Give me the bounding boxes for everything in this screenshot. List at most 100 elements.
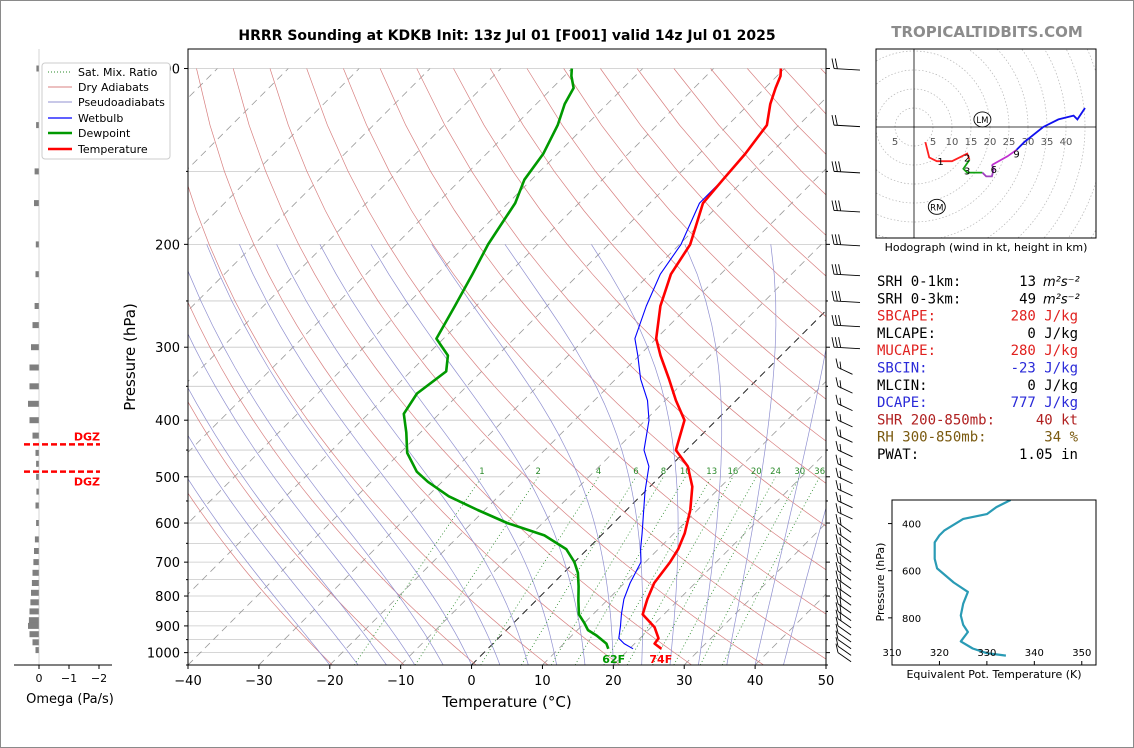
omega-bar [36, 122, 39, 129]
theta-e-x-tick-label: 350 [1072, 648, 1091, 659]
wind-barb-flag [838, 200, 842, 211]
wind-barb [835, 637, 852, 656]
storm-motion-marker [973, 111, 992, 128]
isotherm-line [471, 309, 826, 665]
wind-barb [835, 616, 852, 636]
wind-barb-staff [833, 300, 861, 303]
isotherm-line [188, 68, 573, 453]
site-watermark: TROPICALTIDBITS.COM [891, 23, 1083, 41]
dry-adiabat [232, 68, 692, 665]
wind-barb-flag [835, 637, 839, 647]
wind-barb-flag [839, 429, 842, 438]
dry-adiabat [196, 68, 621, 665]
stat-label: DCAPE: [877, 395, 928, 411]
pseudoadiabat [239, 244, 501, 665]
isotherm-line [188, 68, 502, 383]
stat-value: 0 J/kg [1027, 378, 1078, 394]
omega-bar [28, 400, 39, 407]
theta-e-line [933, 500, 1012, 657]
mixing-ratio-line [652, 476, 757, 665]
wind-barb-staff [833, 170, 861, 174]
wind-barb-flag [834, 161, 838, 172]
wind-barb-staff [837, 542, 852, 553]
dry-adiabat [188, 184, 549, 665]
mixing-ratio-label: 20 [751, 467, 762, 477]
wind-barb [831, 115, 861, 128]
wind-barb-flag [834, 315, 838, 326]
wind-barb [831, 234, 861, 247]
skewt-background-lines: 1 2 4 6 8 10 13 16 20 24 30 36 [188, 68, 826, 665]
wind-barb-flag [839, 457, 842, 466]
pseudoadiabat [206, 244, 472, 665]
mixing-ratio-label: 1 [479, 467, 484, 477]
hodograph-ring-label: 15 [965, 137, 978, 148]
theta-e-panel: 310 320 330 340 350 400 600 800 Equivalent Pot.… [874, 499, 1097, 681]
wind-barb [835, 570, 852, 590]
hodograph-rings: 5 5 10 15 20 25 30 35 40 [876, 49, 1096, 238]
omega-bar [34, 200, 39, 207]
stat-label: SHR 200-850mb: [877, 412, 995, 428]
dry-adiabat [269, 68, 764, 665]
wind-barb-staff [837, 552, 852, 563]
mixing-ratio-label: 16 [727, 467, 738, 477]
mixing-ratio-line [673, 476, 776, 665]
dgz-markers: DGZ DGZ [24, 430, 100, 489]
legend-label-wetbulb: Wetbulb [78, 112, 123, 125]
stat-label: MLCAPE: [877, 326, 936, 342]
omega-bar [29, 417, 39, 424]
wind-barb-flag [835, 480, 839, 490]
omega-bar [33, 559, 39, 566]
wind-barb [835, 553, 852, 572]
stat-value: 280 J/kg [1011, 343, 1078, 359]
wind-barb [831, 200, 861, 213]
wind-barb-flag [835, 534, 839, 544]
stat-value: 34 % [1044, 430, 1078, 446]
y-tick-label: 500 [155, 471, 180, 486]
wind-barb-flag [839, 444, 842, 453]
theta-e-y-tick-label: 600 [902, 567, 921, 578]
pseudoadiabat [188, 333, 416, 665]
wind-barb-staff [833, 210, 861, 213]
x-tick-label: 50 [818, 674, 835, 689]
legend: Sat. Mix. Ratio Dry Adiabats Pseudoadiab… [41, 62, 171, 160]
wind-barb-flag [831, 115, 835, 126]
hodograph-caption: Hodograph (wind in kt, height in km) [885, 241, 1088, 254]
pseudoadiabat [726, 244, 777, 665]
wind-barb [831, 315, 861, 328]
hodograph-height-label: 9 [1013, 150, 1019, 161]
wind-barb [835, 609, 852, 629]
hodograph-height-label: 2 [964, 153, 970, 164]
wind-barb-flag [839, 612, 842, 621]
omega-bars [28, 49, 40, 665]
wind-barb-staff [837, 367, 853, 375]
pseudoadiabat [188, 269, 444, 665]
wind-barb-staff [837, 385, 853, 394]
theta-e-x-tick-label: 320 [930, 648, 949, 659]
wind-barb-staff [837, 403, 853, 412]
hodograph-segment [924, 141, 971, 163]
wind-barb-flag [831, 200, 835, 211]
wind-barb-flag [839, 483, 842, 492]
wind-barb [835, 454, 853, 471]
wind-barb-staff [833, 243, 861, 247]
wind-barb-flag [838, 315, 842, 326]
wind-barb-staff [837, 463, 853, 471]
dry-adiabat [526, 68, 826, 400]
theta-e-y-tick-label: 400 [902, 520, 921, 531]
hodograph-ring-label: 30 [1022, 137, 1035, 148]
isotherm-line [188, 68, 431, 312]
dry-adiabat [453, 68, 826, 484]
stat-value: 1.05 in [1019, 447, 1078, 463]
pseudoadiabat [276, 244, 529, 665]
theta-e-ticks: 310 320 330 340 350 400 600 800 [882, 520, 1091, 665]
wind-barb-flag [835, 586, 839, 597]
dry-adiabat [188, 492, 333, 665]
x-tick-label: 0 [467, 674, 475, 689]
stat-value: 777 J/kg [1011, 395, 1078, 411]
hodograph-height-label: 1 [937, 157, 943, 168]
wind-barb-flag [839, 470, 842, 479]
wind-barb-flag [835, 467, 839, 477]
dgz-label: DGZ [74, 476, 100, 489]
wind-barb-flag [835, 454, 839, 464]
